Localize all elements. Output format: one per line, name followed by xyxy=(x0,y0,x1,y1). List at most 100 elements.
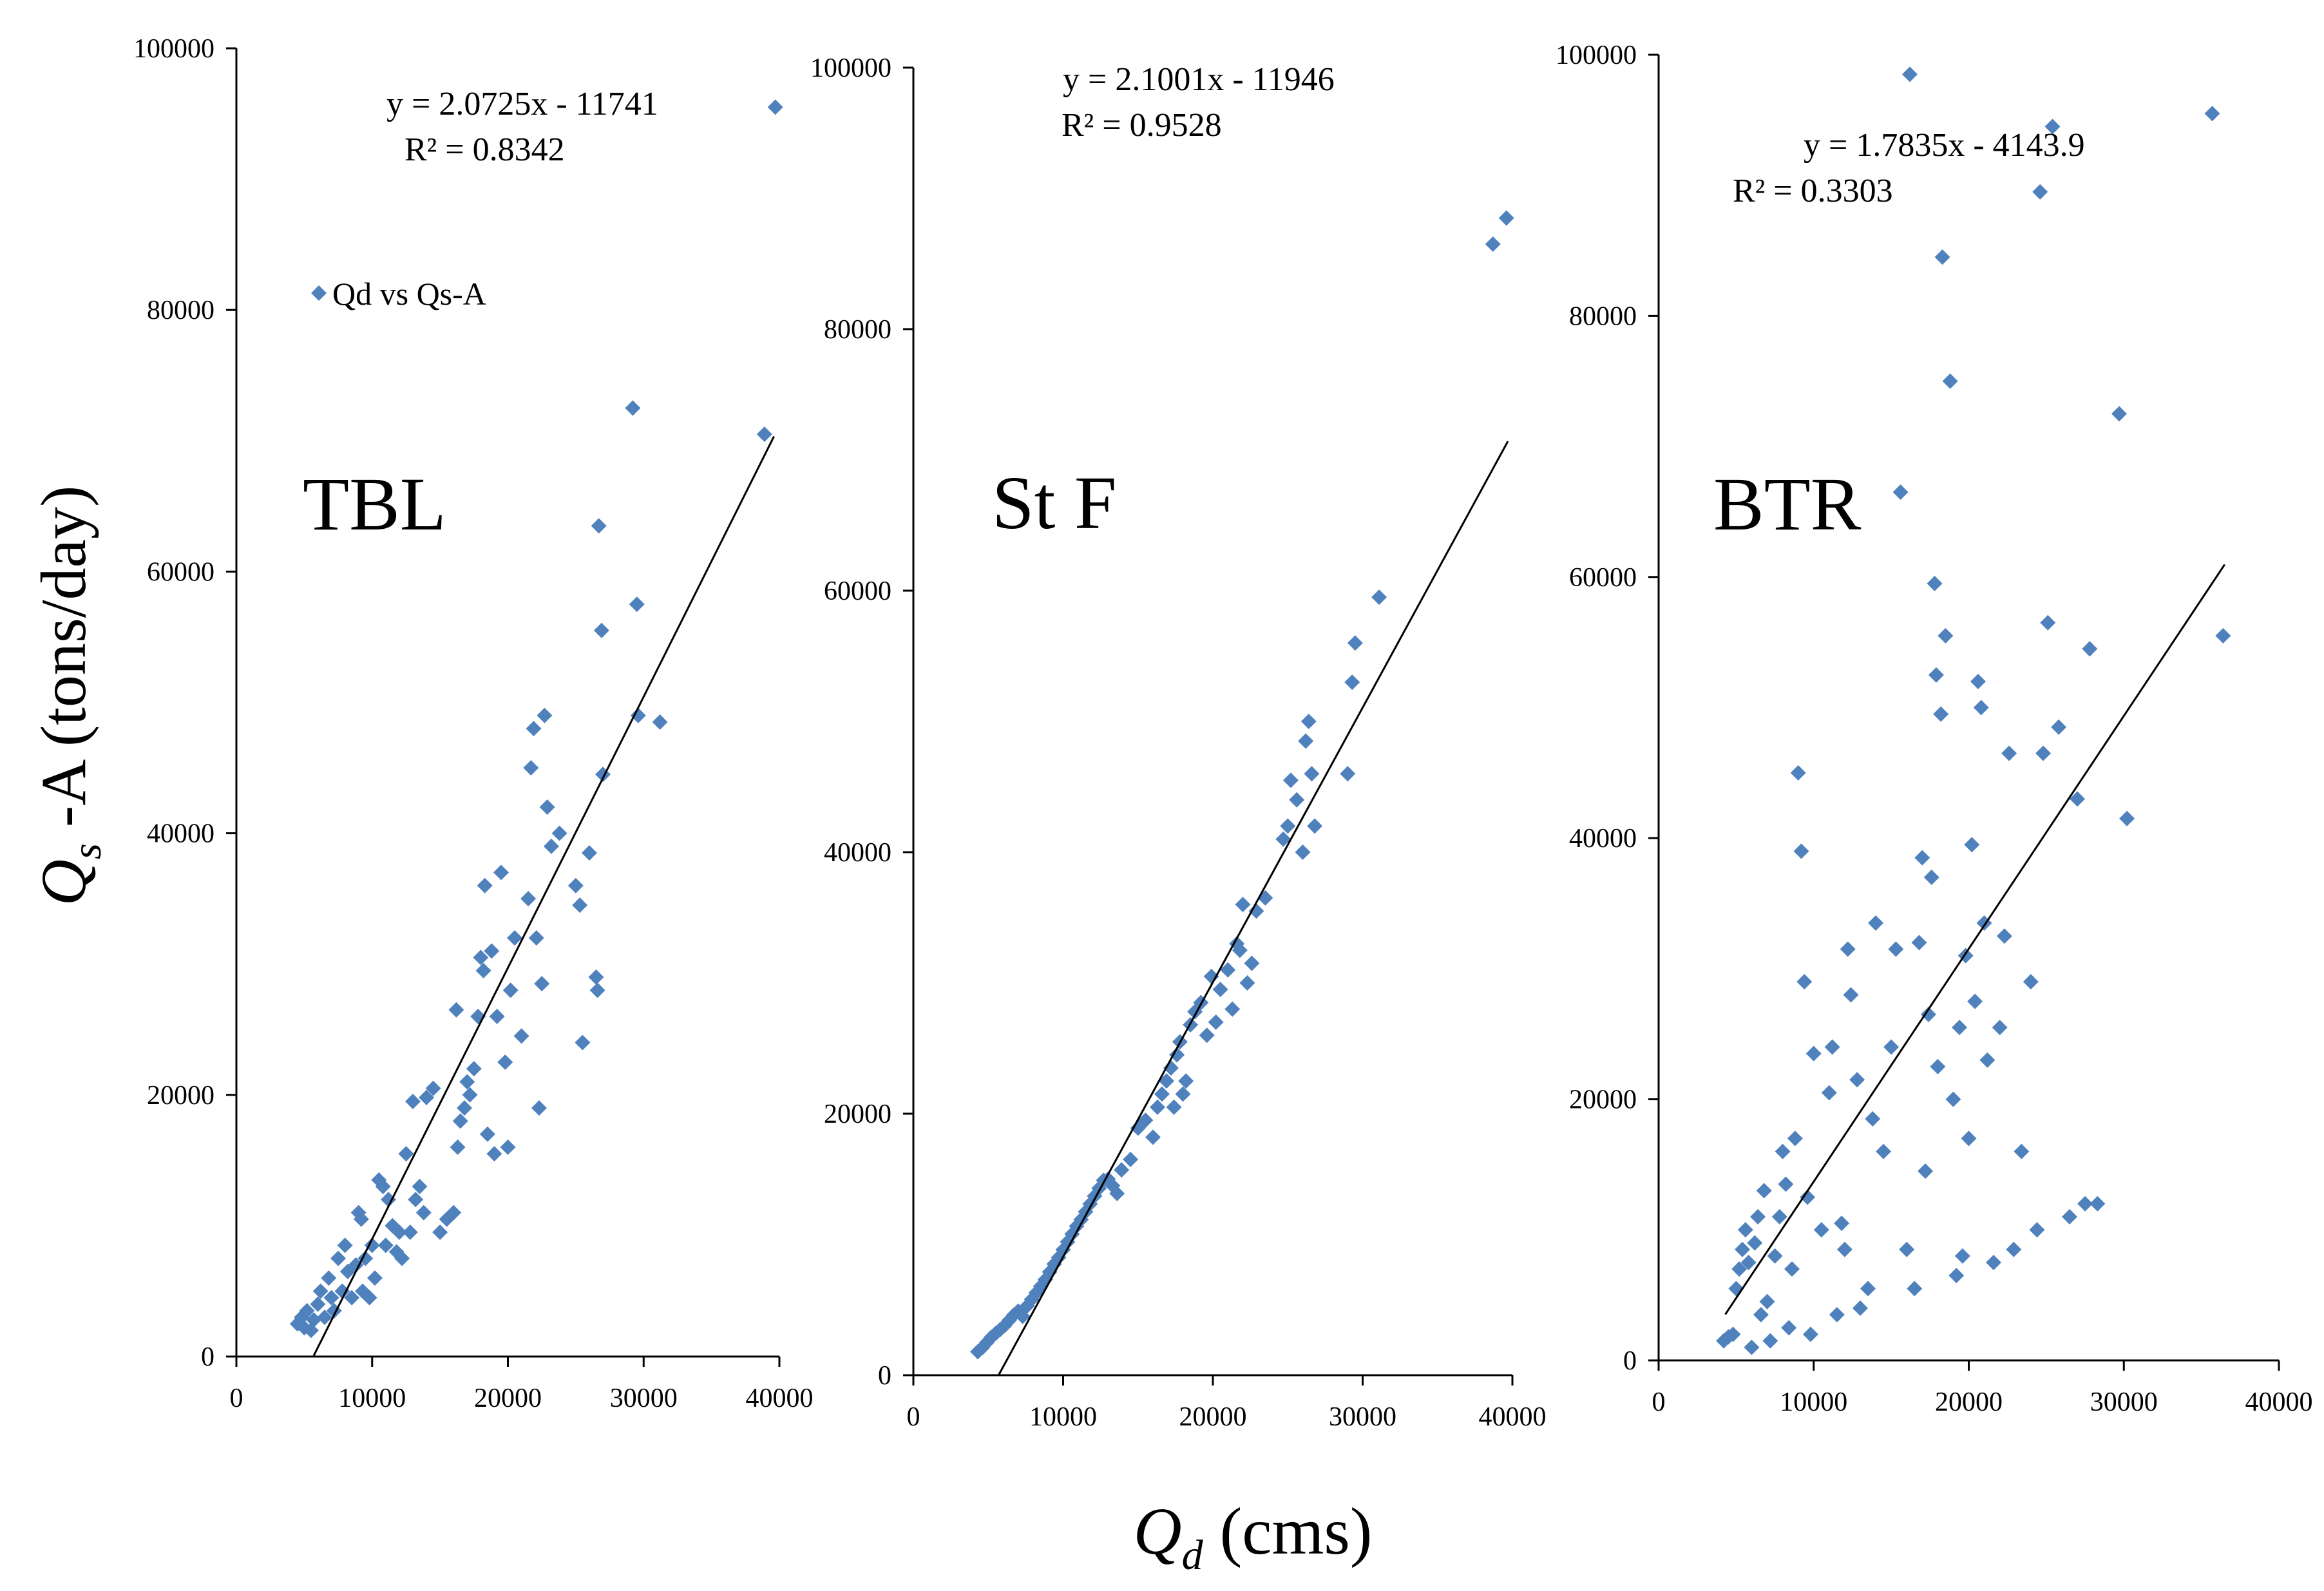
data-point xyxy=(412,1178,428,1194)
data-point xyxy=(513,1028,529,1044)
data-point xyxy=(1109,1185,1125,1201)
data-point xyxy=(2032,184,2048,200)
data-point xyxy=(466,1061,482,1077)
x-tick-label: 30000 xyxy=(1329,1402,1396,1432)
data-point xyxy=(1829,1307,1845,1323)
data-point xyxy=(484,943,500,959)
panel-tbl: 0 20000 40000 60000 80000 100000 0 10000 20000 30… xyxy=(133,34,814,1413)
y-tick-label: 100000 xyxy=(133,34,214,64)
y-tick-label: 60000 xyxy=(824,576,891,606)
y-tick-label: 80000 xyxy=(1569,301,1637,331)
data-point xyxy=(450,1139,466,1156)
data-point xyxy=(1166,1099,1182,1115)
x-tick-label: 40000 xyxy=(1479,1402,1547,1432)
data-point xyxy=(1865,1111,1881,1127)
trendline xyxy=(998,441,1509,1376)
data-point xyxy=(1304,766,1320,782)
trendline xyxy=(312,435,775,1357)
data-point xyxy=(1923,870,1939,886)
x-tick-label: 0 xyxy=(907,1402,920,1432)
data-point xyxy=(316,1310,332,1326)
data-point xyxy=(1813,1222,1829,1238)
data-point xyxy=(323,1290,339,1306)
data-point xyxy=(2023,974,2039,990)
data-point xyxy=(1295,844,1311,860)
data-point xyxy=(507,930,523,946)
x-tick-label: 10000 xyxy=(1029,1402,1097,1432)
data-point xyxy=(1902,66,1918,82)
data-point xyxy=(625,400,641,416)
data-point xyxy=(1868,915,1884,931)
data-point xyxy=(475,962,491,978)
data-point xyxy=(523,760,539,776)
data-point xyxy=(1163,1060,1179,1076)
data-point xyxy=(334,1283,350,1299)
data-point xyxy=(1756,1183,1772,1199)
data-point xyxy=(1224,1001,1241,1017)
data-point xyxy=(361,1290,377,1306)
data-point xyxy=(1280,818,1296,834)
x-tick-label: 10000 xyxy=(338,1384,406,1413)
data-point xyxy=(1740,1254,1757,1270)
data-point xyxy=(367,1270,383,1286)
data-point xyxy=(572,897,588,913)
data-point xyxy=(520,891,537,907)
data-point xyxy=(452,1113,468,1129)
data-point xyxy=(1805,1045,1822,1062)
data-point xyxy=(1778,1176,1794,1192)
data-point xyxy=(1232,942,1248,958)
data-point xyxy=(1933,706,1949,722)
data-point xyxy=(1914,850,1930,866)
data-point xyxy=(446,1205,462,1221)
data-point xyxy=(459,1074,475,1090)
data-point xyxy=(375,1178,391,1194)
panel-st-f: 0 20000 40000 60000 80000 100000 0 10000 20000 30… xyxy=(810,53,1547,1432)
data-point xyxy=(630,707,646,723)
data-point xyxy=(398,1146,414,1162)
x-axis-label: Qd (cms) xyxy=(1134,1494,1373,1579)
data-point xyxy=(2061,1209,2077,1225)
data-point xyxy=(1158,1073,1174,1089)
y-tick-label: 100000 xyxy=(1556,41,1637,70)
r-squared: R² = 0.3303 xyxy=(1733,173,1893,209)
y-tick-label: 40000 xyxy=(824,838,891,868)
y-tick-label: 60000 xyxy=(1569,563,1637,593)
data-point xyxy=(767,99,783,115)
legend: Qd vs Qs-A xyxy=(311,276,486,312)
data-point xyxy=(1824,1039,1840,1055)
data-point xyxy=(1964,837,1980,853)
data-point xyxy=(1737,1222,1753,1238)
data-point xyxy=(1208,1014,1224,1030)
data-point xyxy=(2215,628,2231,644)
x-tick-label: 20000 xyxy=(1179,1402,1247,1432)
x-axis-label-subscript: d xyxy=(1182,1532,1204,1579)
y-axis-label-subscript: s xyxy=(64,843,110,859)
trendline xyxy=(1724,564,2225,1315)
data-point xyxy=(1235,897,1251,913)
data-point xyxy=(534,976,550,992)
data-point xyxy=(493,864,509,881)
data-point xyxy=(1892,484,1909,500)
data-point xyxy=(593,622,609,638)
data-point xyxy=(500,1139,516,1156)
data-point xyxy=(1952,1020,1968,1036)
data-point xyxy=(310,1296,326,1312)
data-point xyxy=(1973,700,1989,716)
data-point xyxy=(497,1054,513,1071)
data-point xyxy=(1821,1085,1837,1101)
data-point xyxy=(2051,719,2067,735)
data-point xyxy=(1750,1209,1766,1225)
data-point xyxy=(1793,843,1809,859)
data-point xyxy=(629,596,645,613)
y-tick-label: 20000 xyxy=(1569,1085,1637,1115)
data-point xyxy=(330,1250,347,1266)
data-point xyxy=(1114,1162,1130,1178)
data-point xyxy=(581,845,597,861)
data-point xyxy=(394,1250,410,1266)
data-point xyxy=(1934,249,1950,265)
data-point xyxy=(1860,1281,1876,1297)
data-point xyxy=(1154,1086,1170,1102)
data-point xyxy=(1849,1072,1865,1088)
data-point xyxy=(432,1224,448,1241)
y-tick-label: 20000 xyxy=(147,1081,214,1110)
